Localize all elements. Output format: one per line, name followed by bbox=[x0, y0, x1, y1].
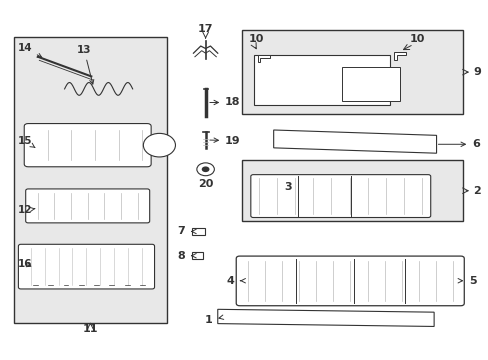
Bar bbox=[192, 252, 203, 259]
Circle shape bbox=[201, 166, 209, 172]
Text: 5: 5 bbox=[457, 276, 476, 286]
Text: 15: 15 bbox=[18, 136, 35, 148]
Polygon shape bbox=[257, 55, 269, 62]
Text: 16: 16 bbox=[18, 259, 32, 269]
Text: 18: 18 bbox=[209, 98, 240, 108]
Text: 7: 7 bbox=[177, 226, 196, 237]
FancyBboxPatch shape bbox=[250, 175, 430, 217]
FancyBboxPatch shape bbox=[24, 123, 151, 167]
Text: 12: 12 bbox=[18, 205, 35, 215]
Bar bbox=[14, 37, 166, 323]
FancyBboxPatch shape bbox=[19, 244, 154, 289]
Bar bbox=[341, 67, 399, 102]
Text: 11: 11 bbox=[82, 324, 98, 334]
Polygon shape bbox=[393, 53, 406, 60]
Text: 17: 17 bbox=[198, 23, 213, 33]
Text: 1: 1 bbox=[204, 315, 224, 325]
Text: 10: 10 bbox=[409, 33, 425, 44]
Bar bbox=[254, 55, 389, 105]
Text: 2: 2 bbox=[472, 186, 480, 196]
Text: 13: 13 bbox=[77, 45, 94, 84]
Polygon shape bbox=[217, 309, 433, 327]
FancyBboxPatch shape bbox=[26, 189, 149, 223]
Text: 6: 6 bbox=[437, 139, 479, 149]
Text: 20: 20 bbox=[198, 179, 213, 189]
Text: 8: 8 bbox=[177, 251, 196, 261]
FancyBboxPatch shape bbox=[236, 256, 463, 306]
Text: 14: 14 bbox=[18, 43, 41, 57]
Polygon shape bbox=[273, 130, 436, 153]
Circle shape bbox=[197, 163, 214, 176]
Text: 3: 3 bbox=[284, 182, 291, 192]
Text: 10: 10 bbox=[248, 34, 263, 44]
Text: 4: 4 bbox=[226, 276, 245, 286]
Bar bbox=[242, 160, 462, 221]
Bar bbox=[192, 228, 204, 235]
Bar bbox=[242, 30, 462, 114]
Text: 9: 9 bbox=[472, 67, 480, 77]
Circle shape bbox=[143, 134, 175, 157]
Text: 19: 19 bbox=[209, 136, 240, 146]
